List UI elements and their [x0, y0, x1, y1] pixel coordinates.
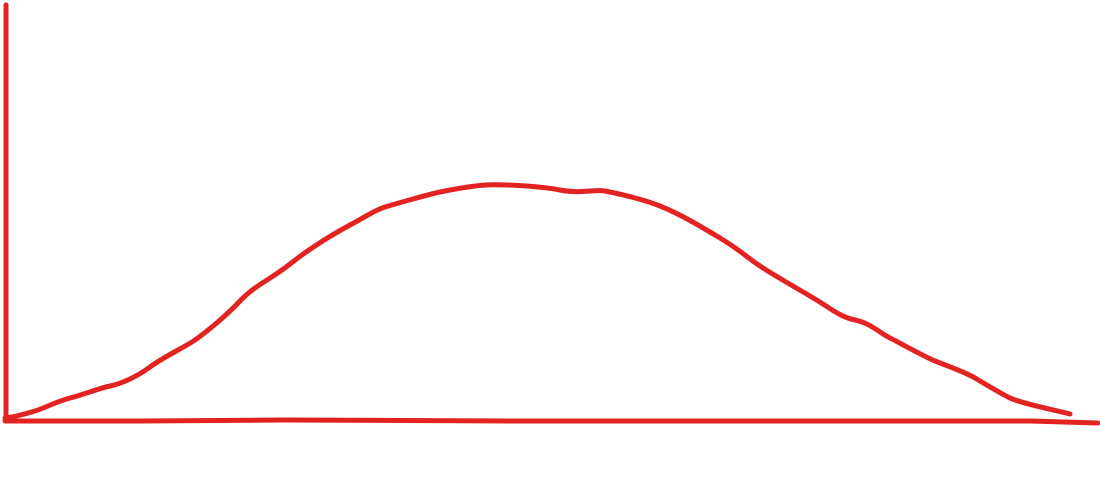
x-axis — [2, 417, 1100, 426]
bell-curve — [2, 182, 1073, 421]
